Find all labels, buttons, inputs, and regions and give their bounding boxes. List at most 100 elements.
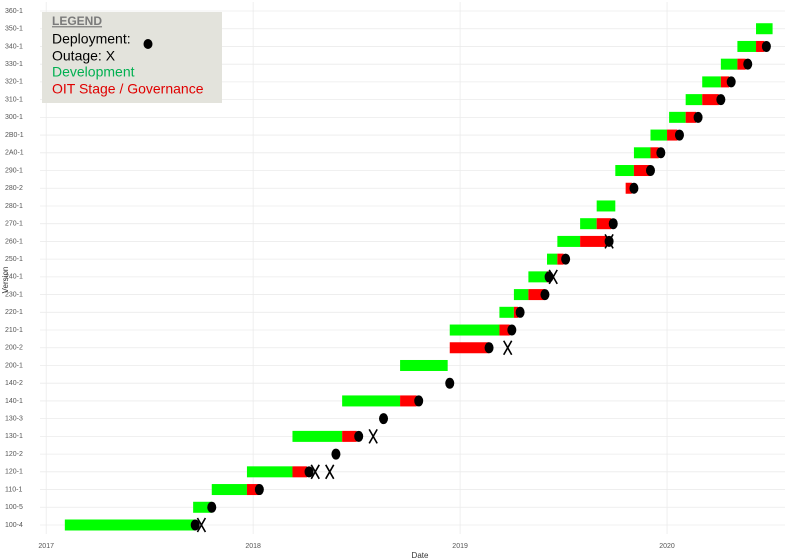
range-bar [720,76,730,88]
deployment-dot [207,501,217,513]
x-tick-label: 2018 [245,543,261,550]
range-bar [246,484,260,496]
deployment-dot [544,271,554,283]
y-tick-label: 140-1 [5,398,23,405]
deployment-dot [190,519,200,531]
deployment-dot [656,147,666,159]
y-tick-label: 200-2 [5,345,23,352]
y-tick-label: 220-1 [5,309,23,316]
y-tick-label: 140-2 [5,380,23,387]
range-bar [667,129,678,141]
range-bar [669,111,686,123]
x-tick-label: 2020 [659,543,675,550]
legend-entry: OIT Stage / Governance [52,81,204,97]
y-tick-label: 350-1 [5,26,23,33]
range-bar [580,218,597,230]
y-tick-label: 290-1 [5,167,23,174]
y-tick-label: 300-1 [5,114,23,121]
deployment-dot [331,448,341,460]
x-tick-label: 2019 [452,543,468,550]
range-bar [528,289,545,301]
y-axis-label: Version [1,267,10,294]
range-bar [449,342,490,354]
range-bar [737,58,746,70]
deployment-dot [716,94,726,106]
outage-cross [604,234,614,249]
deployment-dot [354,430,364,442]
y-tick-label: 320-1 [5,79,23,86]
legend-title: LEGEND [52,14,102,28]
y-tick-label: 100-5 [5,504,23,511]
deployment-dot [507,324,517,336]
y-tick-label: 210-1 [5,327,23,334]
deployment-dot [674,129,684,141]
outage-cross [325,464,335,480]
y-tick-label: 2B0-1 [5,132,24,139]
range-bar [737,40,757,52]
range-bar [756,23,773,35]
range-bar [580,235,608,247]
deployment-dot [304,466,314,478]
range-bar [702,76,721,88]
legend-entry: Development [52,64,135,80]
deployment-dot [254,484,264,496]
legend-entry: Deployment: [52,31,131,47]
legend: LEGEND Deployment:Outage: XDevelopmentOIT… [42,12,222,103]
y-tick-label: 120-2 [5,451,23,458]
deployment-dot [693,111,703,123]
range-bar [342,395,401,407]
y-tick-label: 120-1 [5,469,23,476]
deployment-dot [561,253,571,265]
deployment-dot [484,342,494,354]
range-bar [650,129,668,141]
range-bar [292,430,343,442]
range-bar [400,395,417,407]
range-bar [685,94,703,106]
range-bar [528,271,548,283]
y-tick-label: 270-1 [5,221,23,228]
range-bar [513,289,529,301]
x-axis-label: Date [412,551,429,558]
legend-dot [143,39,153,49]
y-tick-label: 130-3 [5,415,23,422]
range-bar [557,235,581,247]
range-bar [400,359,448,371]
deployment-dot [445,377,455,389]
y-tick-label: 130-1 [5,433,23,440]
deployment-dot [414,395,424,407]
range-bar [557,253,564,265]
range-bar [615,165,634,177]
range-bar [547,253,558,265]
outage-cross [502,340,513,356]
y-tick-label: 280-2 [5,185,23,192]
range-bar [246,466,293,478]
y-tick-label: 200-1 [5,362,23,369]
range-bar [596,200,616,212]
y-tick-label: 240-1 [5,274,23,281]
outage-cross [310,464,320,480]
range-bar [650,147,659,159]
y-tick-label: 110-1 [5,486,22,493]
deployment-dot [629,182,639,194]
range-bar [499,306,514,318]
range-bar [756,40,765,52]
outage-cross [548,269,558,285]
deployment-dot [726,76,736,88]
y-tick-label: 2A0-1 [5,150,24,157]
range-bar [499,324,510,336]
range-bar [720,58,738,70]
range-bar [211,484,247,496]
range-bar [633,147,651,159]
range-bar [685,111,697,123]
deployment-dot [608,218,618,230]
y-tick-label: 360-1 [5,8,23,15]
y-tick-label: 260-1 [5,238,23,245]
range-bar [64,519,196,531]
deployment-dot [645,165,655,177]
x-tick-label: 2017 [38,543,54,550]
y-tick-label: 330-1 [5,61,23,68]
range-bar [193,501,212,513]
deployment-dot [515,306,525,318]
y-tick-label: 100-4 [5,522,23,529]
